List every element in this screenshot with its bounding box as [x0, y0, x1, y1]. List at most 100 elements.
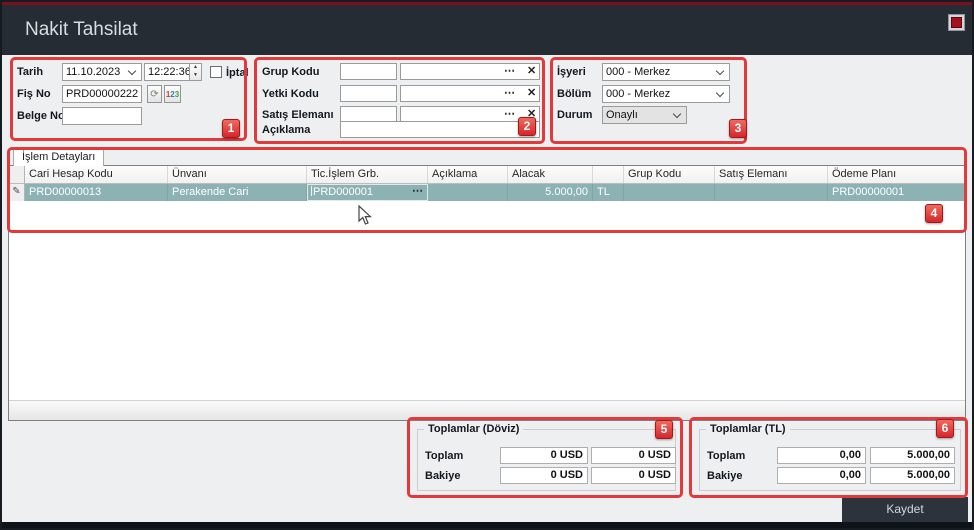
- chevron-down-icon[interactable]: [672, 109, 682, 118]
- grid-header-row: Cari Hesap Kodu Ünvanı Tic.İşlem Grb. Aç…: [9, 166, 965, 184]
- totals-tl-title: Toplamlar (TL): [706, 423, 790, 435]
- cell-aciklama[interactable]: [428, 184, 508, 201]
- refresh-icon: ⟳: [150, 88, 159, 100]
- grup-kodu-label: Grup Kodu: [262, 66, 320, 78]
- tarih-value: 11.10.2023: [66, 66, 121, 78]
- cell-browse-icon[interactable]: ⋯: [412, 185, 423, 197]
- col-odeme-plani[interactable]: Ödeme Planı: [832, 168, 897, 180]
- totals-doviz-groupbox: Toplamlar (Döviz): [417, 423, 676, 491]
- top-accent-strip: [0, 0, 974, 5]
- yetki-kodu-desc-field[interactable]: [400, 85, 540, 102]
- cell-alacak[interactable]: 5.000,00: [508, 184, 593, 201]
- annotation-badge-1: 1: [222, 119, 240, 138]
- iptal-label: İptal: [226, 67, 249, 79]
- tl-bakiye-field-1: 0,00: [777, 467, 866, 484]
- col-doviz[interactable]: [593, 166, 624, 183]
- numerator-button[interactable]: 123: [164, 85, 181, 103]
- durum-label: Durum: [557, 109, 593, 121]
- cell-odeme-plani[interactable]: PRD00000001: [832, 186, 905, 198]
- durum-select[interactable]: Onaylı: [602, 106, 687, 124]
- satis-elemani-clear-icon[interactable]: ✕: [527, 108, 537, 120]
- text-caret: [311, 186, 312, 196]
- isyeri-label: İşyeri: [557, 66, 586, 78]
- row-indicator-header: [9, 166, 25, 183]
- close-button[interactable]: [948, 14, 965, 31]
- close-icon: [951, 17, 962, 28]
- bolum-label: Bölüm: [557, 88, 592, 100]
- doviz-toplam-label: Toplam: [425, 450, 464, 462]
- totals-doviz-title: Toplamlar (Döviz): [424, 423, 524, 435]
- chevron-down-icon[interactable]: [715, 88, 725, 97]
- saat-value: 12:22:36: [148, 66, 189, 78]
- annotation-badge-5: 5: [655, 420, 673, 439]
- col-satis-elemani[interactable]: Satış Elemanı: [715, 166, 828, 183]
- tarih-label: Tarih: [17, 66, 44, 78]
- time-spinner: ▲ ▼: [189, 64, 201, 80]
- cell-unvani[interactable]: Perakende Cari: [168, 184, 307, 201]
- table-row[interactable]: ✎ PRD00000013 Perakende Cari PRD000001 ⋯ …: [9, 184, 965, 201]
- chevron-down-icon[interactable]: [715, 66, 725, 75]
- tab-islem-detaylari[interactable]: İşlem Detayları: [13, 148, 105, 166]
- tl-toplam-field-2: 5.000,00: [870, 447, 955, 464]
- fis-no-label: Fiş No: [17, 88, 51, 100]
- tl-bakiye-label: Bakiye: [707, 470, 743, 482]
- grup-kodu-code-input[interactable]: [340, 63, 397, 80]
- cell-grup-kodu[interactable]: [624, 184, 715, 201]
- tl-toplam-field-1: 0,00: [777, 447, 866, 464]
- tl-toplam-label: Toplam: [707, 450, 746, 462]
- cell-doviz[interactable]: TL: [593, 184, 624, 201]
- cell-cari-hesap-kodu[interactable]: PRD00000013: [25, 184, 168, 201]
- bolum-select[interactable]: 000 - Merkez: [602, 85, 730, 103]
- tarih-datepicker[interactable]: 11.10.2023: [62, 63, 142, 81]
- yetki-kodu-label: Yetki Kodu: [262, 88, 319, 100]
- spin-up-icon[interactable]: ▲: [193, 64, 198, 70]
- grid-empty-area: [9, 201, 965, 400]
- annotation-badge-2: 2: [518, 117, 536, 136]
- grup-kodu-clear-icon[interactable]: ✕: [527, 65, 537, 77]
- saat-spinedit[interactable]: 12:22:36 ▲ ▼: [144, 63, 202, 81]
- title-bar: Nakit Tahsilat: [0, 5, 974, 55]
- iptal-checkbox[interactable]: [210, 66, 222, 78]
- spin-down-icon[interactable]: ▼: [193, 72, 198, 78]
- tl-bakiye-field-2: 5.000,00: [870, 467, 955, 484]
- col-cari-hesap-kodu[interactable]: Cari Hesap Kodu: [25, 166, 168, 183]
- doviz-bakiye-label: Bakiye: [425, 470, 461, 482]
- annotation-badge-6: 6: [936, 419, 954, 438]
- bolum-value: 000 - Merkez: [606, 88, 671, 100]
- cell-tic-islem-grb[interactable]: PRD000001 ⋯: [307, 184, 428, 201]
- satis-elemani-label: Satış Elemanı: [262, 109, 334, 121]
- doviz-toplam-field-1: 0 USD: [500, 447, 588, 464]
- grid-footer-strip: [9, 400, 965, 420]
- pencil-icon: ✎: [12, 186, 21, 197]
- satis-elemani-browse-icon[interactable]: ⋯: [504, 108, 515, 120]
- detail-grid: Cari Hesap Kodu Ünvanı Tic.İşlem Grb. Aç…: [8, 165, 966, 421]
- numerator-123-icon: 123: [165, 89, 180, 99]
- cell-satis-elemani[interactable]: [715, 184, 828, 201]
- col-aciklama[interactable]: Açıklama: [428, 166, 508, 183]
- chevron-down-icon[interactable]: [127, 66, 137, 75]
- aciklama-input[interactable]: [340, 121, 540, 138]
- col-alacak[interactable]: Alacak: [508, 166, 593, 183]
- annotation-badge-4: 4: [925, 204, 943, 223]
- annotation-badge-3: 3: [729, 119, 747, 138]
- isyeri-select[interactable]: 000 - Merkez: [602, 63, 730, 81]
- yetki-kodu-code-input[interactable]: [340, 85, 397, 102]
- grup-kodu-browse-icon[interactable]: ⋯: [504, 65, 515, 77]
- belge-no-input[interactable]: [62, 107, 142, 125]
- doviz-bakiye-field-2: 0 USD: [591, 467, 676, 484]
- col-grup-kodu[interactable]: Grup Kodu: [624, 166, 715, 183]
- isyeri-value: 000 - Merkez: [606, 66, 671, 78]
- col-tic-islem-grb[interactable]: Tic.İşlem Grb.: [307, 166, 428, 183]
- yetki-kodu-clear-icon[interactable]: ✕: [527, 87, 537, 99]
- aciklama-label: Açıklama: [262, 124, 311, 136]
- doviz-toplam-field-2: 0 USD: [591, 447, 676, 464]
- col-unvani[interactable]: Ünvanı: [168, 166, 307, 183]
- doviz-bakiye-field-1: 0 USD: [500, 467, 588, 484]
- totals-tl-groupbox: Toplamlar (TL): [699, 423, 961, 491]
- fis-no-input[interactable]: [62, 85, 142, 103]
- refresh-button[interactable]: ⟳: [147, 85, 162, 103]
- grup-kodu-desc-field[interactable]: [400, 63, 540, 80]
- yetki-kodu-browse-icon[interactable]: ⋯: [504, 87, 515, 99]
- save-button[interactable]: Kaydet: [842, 497, 968, 522]
